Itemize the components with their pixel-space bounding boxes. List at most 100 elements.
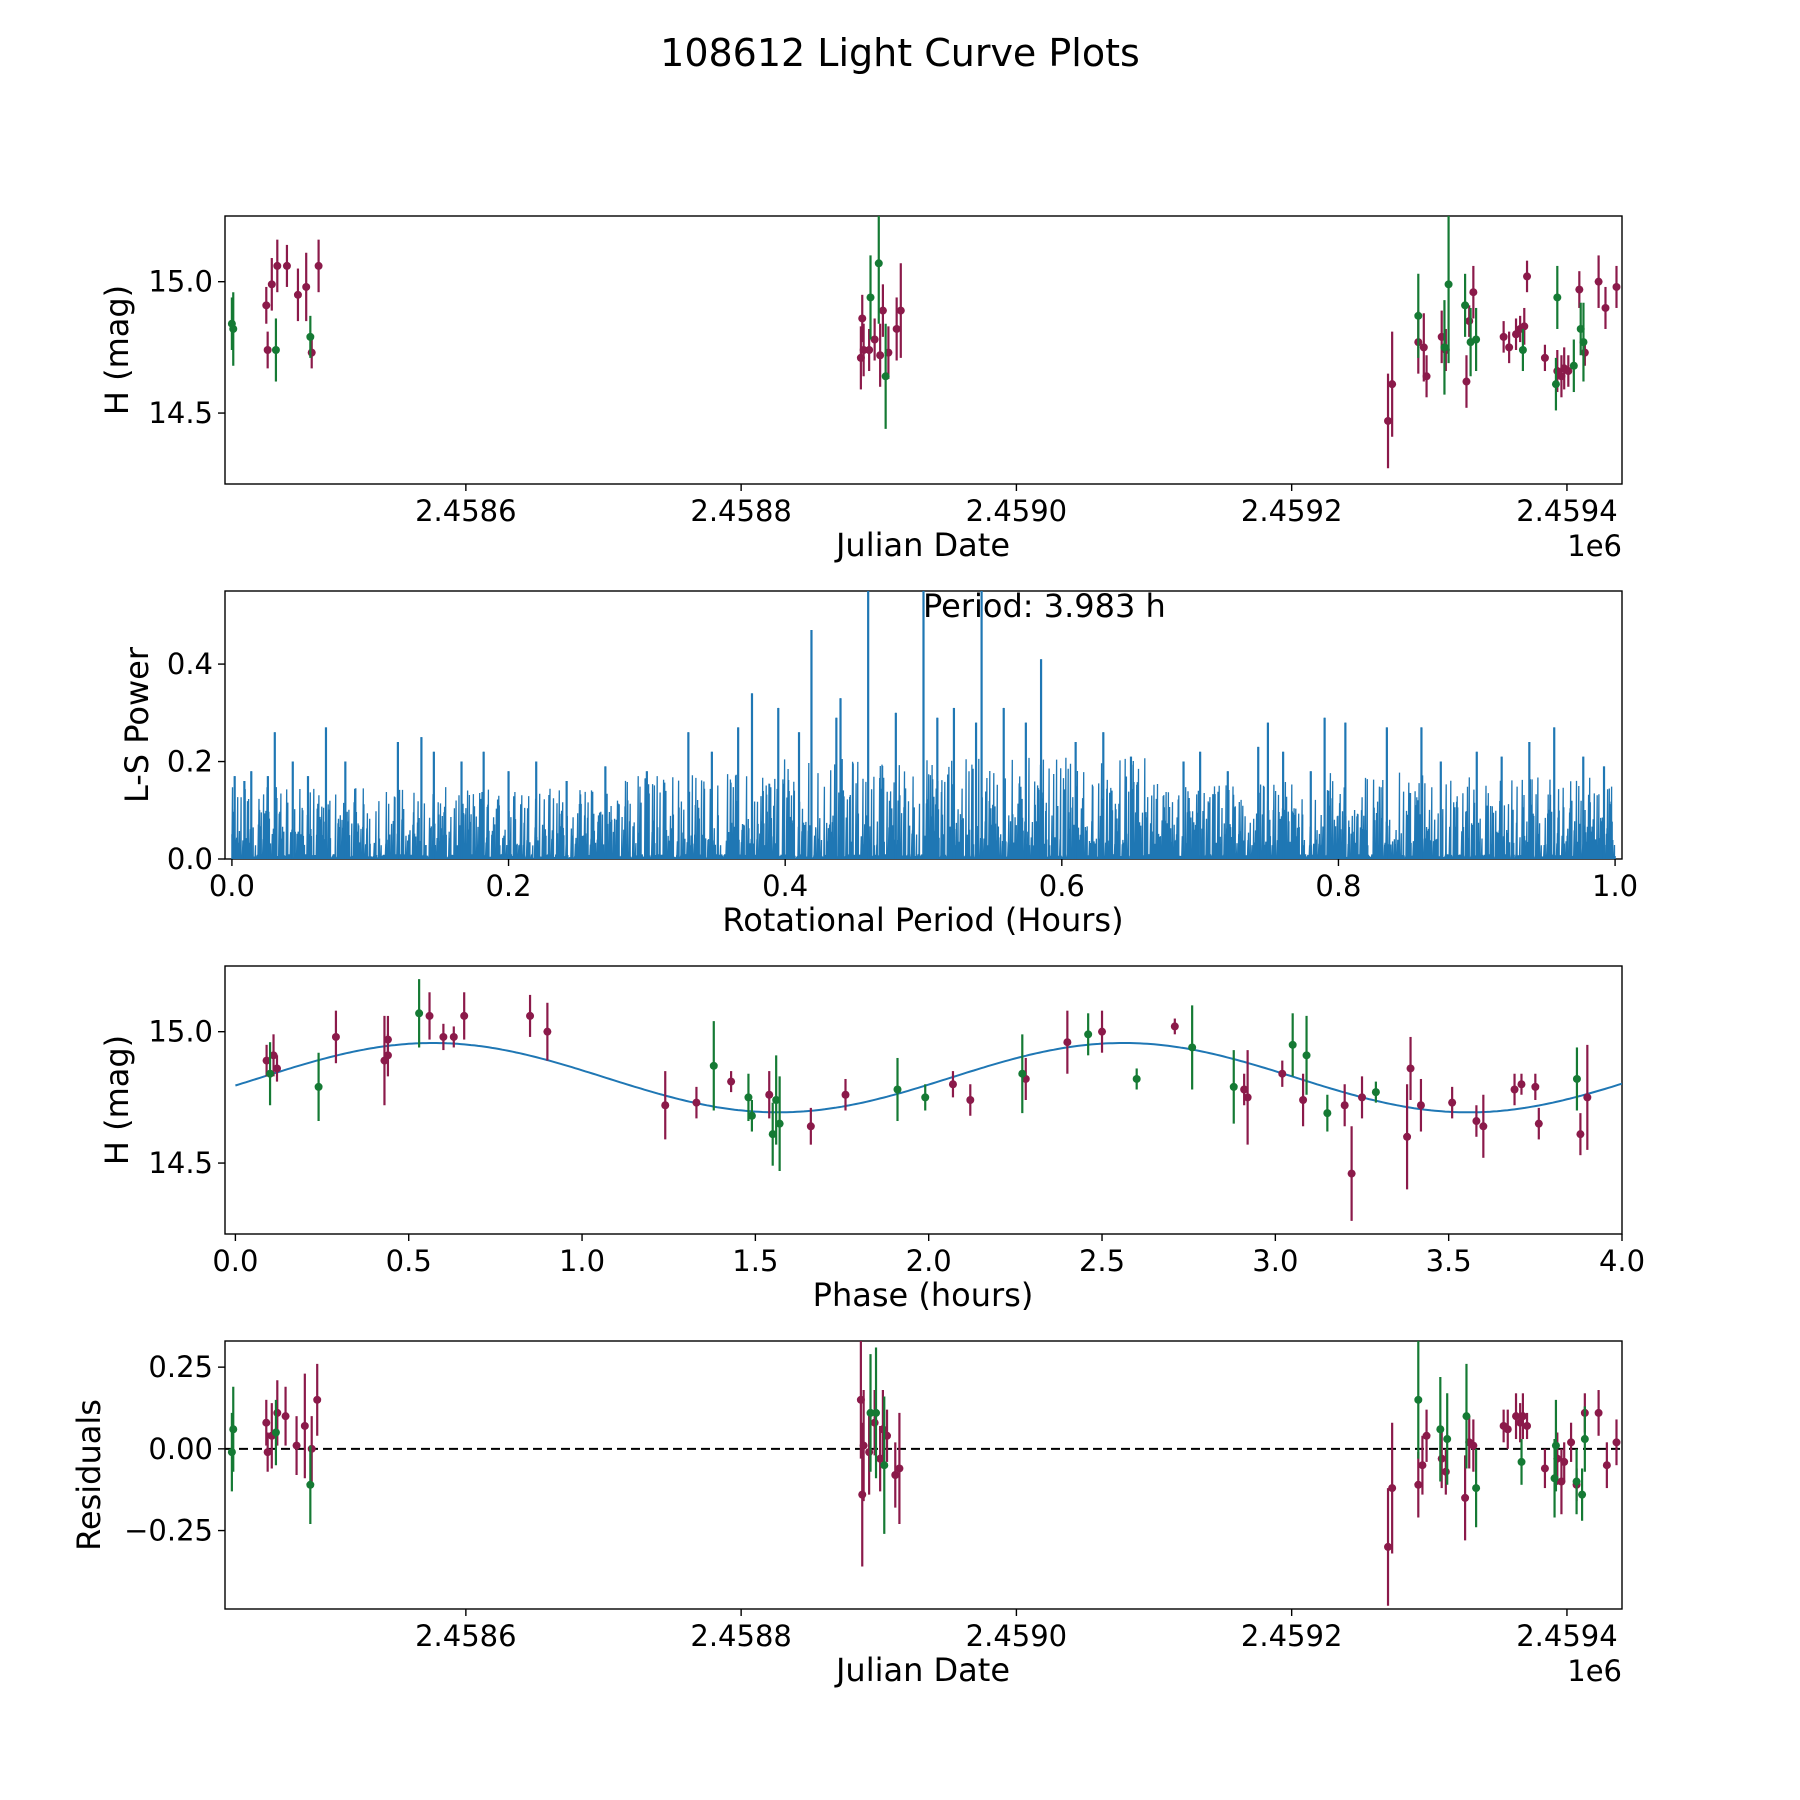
phase-data-point: [744, 1093, 753, 1102]
residuals-data-point: [1436, 1425, 1445, 1434]
residuals-data-point: [1612, 1438, 1621, 1447]
phase-data-point: [709, 1061, 718, 1070]
phase-data-point: [1510, 1085, 1519, 1094]
lightcurve-data-point: [263, 346, 272, 354]
residuals-data-point: [895, 1464, 904, 1473]
phase-data-point: [1347, 1169, 1356, 1178]
residuals-ytick-label: 0.00: [148, 1432, 213, 1466]
lightcurve-data-point: [1551, 380, 1560, 389]
residuals-data-point: [859, 1441, 868, 1450]
lightcurve-data-point: [1419, 343, 1428, 352]
phase-data-point: [966, 1096, 975, 1104]
lightcurve-data-point: [896, 306, 905, 315]
residuals-ytick-label: −0.25: [124, 1514, 213, 1548]
residuals-ylabel: Residuals: [70, 1399, 108, 1551]
phase-xtick-label: 0.5: [386, 1244, 432, 1278]
phase-plot-frame: [224, 965, 1623, 1235]
residuals-data-point: [1384, 1542, 1393, 1551]
lightcurve-data-point: [1440, 343, 1449, 352]
residuals-data-point: [263, 1448, 272, 1457]
lightcurve-data-point: [870, 335, 879, 344]
phase-data-point: [314, 1082, 323, 1091]
residuals-data-point: [880, 1461, 889, 1470]
phase-data-point: [806, 1122, 815, 1131]
phase-data-point: [1472, 1117, 1481, 1126]
lightcurve-data-point: [1520, 322, 1529, 331]
residuals-xtick-label: 2.4594: [1516, 1619, 1617, 1653]
lightcurve-plot-area: [227, 216, 1621, 469]
residuals-data-point: [870, 1418, 879, 1427]
lightcurve-data-point: [1569, 361, 1578, 370]
phase-xtick-label: 1.0: [559, 1244, 605, 1278]
phase-data-point: [772, 1096, 781, 1104]
residuals-xtick-label: 2.4588: [690, 1619, 791, 1653]
phase-data-point: [1572, 1074, 1581, 1083]
phase-data-point: [768, 1130, 777, 1139]
phase-data-point: [383, 1051, 392, 1060]
residuals-data-point: [1572, 1477, 1581, 1486]
lightcurve-data-point: [229, 324, 238, 333]
phase-data-point: [1534, 1119, 1543, 1128]
lightcurve-data-point: [1462, 377, 1471, 386]
phase-data-point: [1358, 1093, 1367, 1102]
lightcurve-panel: Julian Date H (mag) 1e6 2.4586 2.4588 2.45…: [98, 215, 1623, 564]
lightcurve-ytick-label: 14.5: [148, 396, 213, 430]
phase-data-point: [1170, 1022, 1179, 1031]
residuals-data-point: [1414, 1395, 1423, 1404]
lightcurve-data-point: [859, 346, 868, 354]
residuals-red-band-series: [262, 1341, 1621, 1606]
residuals-data-point: [1503, 1425, 1512, 1434]
lightcurve-data-point: [1499, 332, 1508, 341]
residuals-data-point: [865, 1448, 874, 1457]
residuals-data-point: [1443, 1435, 1452, 1444]
residuals-data-point: [1388, 1484, 1397, 1493]
residuals-data-point: [271, 1428, 280, 1437]
residuals-data-point: [1580, 1435, 1589, 1444]
phase-xtick-label: 2.0: [906, 1244, 952, 1278]
lightcurve-data-point: [307, 348, 316, 357]
lightcurve-data-point: [1444, 280, 1453, 289]
lightcurve-data-point: [1384, 416, 1393, 425]
phase-data-point: [1278, 1069, 1287, 1078]
lightcurve-data-point: [1575, 285, 1584, 294]
periodogram-xtick-label: 0.0: [209, 869, 255, 903]
phase-data-point: [692, 1098, 701, 1107]
lightcurve-data-point: [1579, 338, 1588, 347]
residuals-data-point: [1422, 1431, 1431, 1440]
phase-data-point: [1132, 1074, 1141, 1083]
lightcurve-data-point: [1594, 277, 1603, 286]
phase-data-point: [1448, 1098, 1457, 1107]
phase-data-point: [460, 1011, 469, 1020]
lightcurve-data-point: [1388, 380, 1397, 389]
figure-title: 108612 Light Curve Plots: [660, 31, 1140, 75]
phase-data-point: [1479, 1122, 1488, 1131]
residuals-data-point: [1567, 1438, 1576, 1447]
residuals-data-point: [891, 1471, 900, 1479]
phase-xtick-label: 3.5: [1426, 1244, 1472, 1278]
periodogram-xtick-label: 0.2: [485, 869, 531, 903]
phase-data-point: [775, 1119, 784, 1128]
periodogram-xtick-label: 0.8: [1315, 869, 1361, 903]
phase-data-point: [266, 1069, 275, 1078]
residuals-data-point: [1523, 1421, 1532, 1430]
lightcurve-data-point: [1518, 346, 1527, 354]
lightcurve-data-point: [1414, 311, 1423, 320]
residuals-data-point: [1418, 1461, 1427, 1470]
residuals-data-point: [1461, 1493, 1470, 1502]
phase-data-point: [439, 1032, 448, 1041]
phase-green-band-series: [266, 979, 1581, 1171]
lightcurve-data-point: [876, 351, 885, 360]
lightcurve-xtick-label: 2.4590: [966, 494, 1067, 528]
lightcurve-data-point: [262, 301, 271, 310]
lightcurve-data-point: [858, 314, 867, 323]
lightcurve-ytick-label: 15.0: [148, 265, 213, 299]
phase-data-point: [1406, 1064, 1415, 1073]
residuals-data-point: [1550, 1474, 1559, 1483]
residuals-data-point: [1437, 1454, 1446, 1463]
periodogram-panel: Rotational Period (Hours) L-S Power Peri…: [118, 587, 1638, 939]
phase-data-point: [1403, 1132, 1412, 1141]
lightcurve-data-point: [866, 293, 875, 302]
phase-data-point: [1416, 1101, 1425, 1110]
phase-data-point: [1240, 1085, 1249, 1094]
